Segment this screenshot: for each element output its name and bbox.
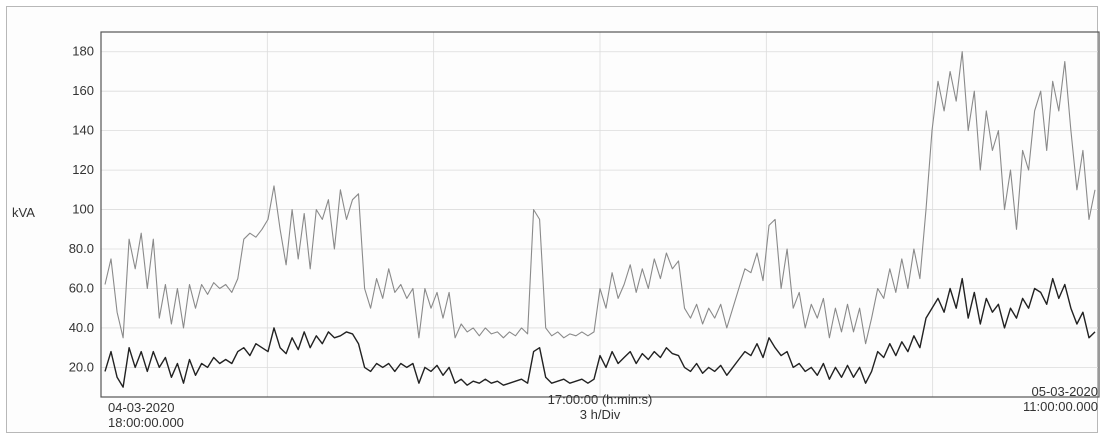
series-line-lower [104,277,1096,388]
y-tick-label: 20.0 [69,359,94,374]
plot-area-border [100,31,1100,398]
series-lines [104,51,1096,388]
y-tick-label: 140 [72,123,94,138]
x-division-label: 3 h/Div [580,407,621,422]
y-tick-label: 100 [72,202,94,217]
chart-panel [6,6,1098,433]
x-start-time: 18:00:00.000 [108,415,184,430]
y-axis-ticks: 20.0 40.0 60.0 80.0 100 120 140 160 180 [69,44,94,375]
series-line-upper [104,51,1096,345]
y-axis-label: kVA [12,205,35,220]
grid-lines [101,32,1099,397]
x-end-time: 11:00:00.000 [1023,399,1098,414]
x-start-date: 04-03-2020 [108,400,175,415]
x-axis-label: 17:00:00 (h:min:s) [548,392,653,407]
y-tick-label: 80.0 [69,241,94,256]
y-tick-label: 60.0 [69,280,94,295]
y-tick-label: 180 [72,44,94,59]
y-tick-label: 40.0 [69,320,94,335]
x-end-date: 05-03-2020 [1032,384,1099,399]
y-tick-label: 120 [72,162,94,177]
y-tick-label: 160 [72,83,94,98]
